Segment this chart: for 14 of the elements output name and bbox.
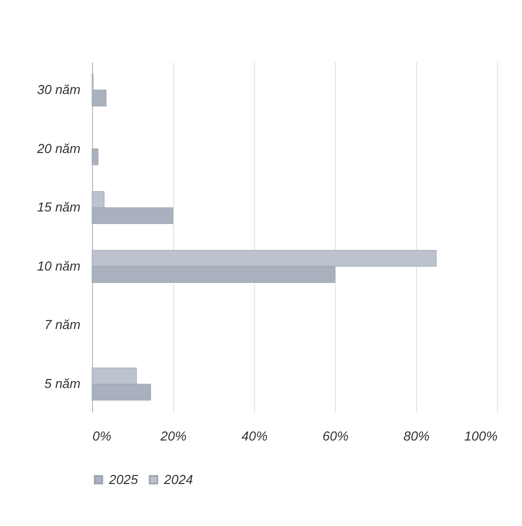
legend-label: 2024 bbox=[163, 472, 193, 487]
y-tick-label: 30 năm bbox=[37, 82, 81, 97]
y-tick-label: 10 năm bbox=[37, 258, 81, 274]
y-tick-label: 20 năm bbox=[36, 140, 81, 156]
x-tick-label: 100% bbox=[464, 428, 498, 444]
y-tick-label: 15 năm bbox=[37, 200, 81, 215]
legend-label: 2025 bbox=[108, 472, 139, 487]
y-tick-label: 5 năm bbox=[44, 376, 81, 392]
x-tick-label: 80% bbox=[403, 428, 430, 444]
x-tick-label: 40% bbox=[241, 428, 268, 444]
x-tick-label: 0% bbox=[92, 428, 112, 444]
y-tick-label: 7 năm bbox=[44, 317, 81, 332]
x-tick-label: 60% bbox=[322, 428, 349, 444]
x-tick-label: 20% bbox=[159, 428, 187, 444]
